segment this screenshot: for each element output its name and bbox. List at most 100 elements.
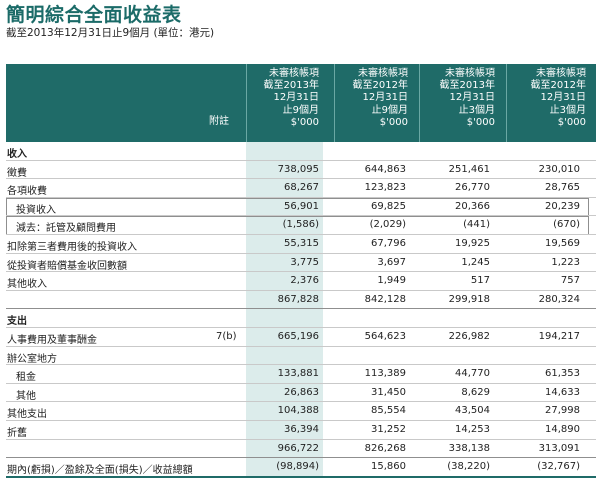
table-row: 其他收入 2,376 1,949 517 757	[6, 272, 596, 291]
page-subtitle: 截至2013年12月31日止9個月 (單位：港元)	[6, 27, 215, 39]
row-note: 7(b)	[216, 330, 237, 342]
row-label: 其他收入	[7, 279, 47, 291]
table-row: 其他 26,863 31,450 8,629 14,633	[6, 383, 596, 403]
header-note-label: 附註	[209, 116, 229, 127]
highlight-column-band	[246, 402, 323, 420]
row-label: 從投資者賠償基金收回數額	[7, 260, 127, 272]
highlight-column-band	[246, 142, 323, 160]
row-value: 26,770	[455, 182, 490, 194]
row-label: 投資收入	[16, 204, 56, 216]
row-value: 31,252	[371, 423, 406, 435]
row-value: 1,245	[461, 256, 490, 268]
section-heading-row: 支出	[6, 309, 596, 328]
row-value: 28,765	[545, 182, 580, 194]
row-value: 20,366	[455, 200, 490, 212]
table-row: 徵費 738,095 644,863 251,461 230,010	[6, 160, 596, 180]
row-value: 31,450	[371, 386, 406, 398]
table-row: 扣除第三者費用後的投資收入 55,315 67,796 19,925 19,569	[6, 234, 596, 254]
row-value: 280,324	[538, 293, 580, 305]
highlight-column-band	[246, 290, 323, 309]
row-label: 人事費用及董事酬金	[7, 334, 97, 346]
highlight-column-band	[246, 216, 323, 234]
row-value: 67,796	[371, 237, 406, 249]
row-label: 期內(虧損)／盈餘及全面(損失)／收益總額	[7, 465, 193, 477]
row-value: 194,217	[538, 330, 580, 342]
row-value: 14,633	[545, 386, 580, 398]
row-label: 減去：託管及顧問費用	[16, 223, 116, 235]
row-value: 338,138	[448, 442, 490, 454]
table-row: 折舊 36,394 31,252 14,253 14,890	[6, 420, 596, 440]
table-body: 收入 徵費 738,095 644,863 251,461 230,010 各項收費 68,2…	[6, 142, 596, 478]
row-label: 支出	[7, 316, 27, 328]
header-divider	[334, 64, 335, 142]
row-value: 27,998	[545, 405, 580, 417]
row-value: (38,220)	[447, 461, 490, 473]
highlight-column-band	[246, 439, 323, 458]
row-value: 36,394	[284, 423, 319, 435]
row-value: 966,722	[277, 442, 319, 454]
row-label: 收入	[7, 149, 27, 160]
row-value: 113,389	[364, 368, 406, 380]
highlight-column-band	[246, 179, 323, 197]
highlight-column-band	[246, 383, 323, 402]
table-row: 各項收費 68,267 123,823 26,770 28,765	[6, 179, 596, 198]
row-value: 20,239	[545, 200, 580, 212]
table-row: 減去：託管及顧問費用 (1,586) (2,029) (441) (670)	[6, 216, 596, 235]
row-value: 44,770	[455, 368, 490, 380]
row-label: 各項收費	[7, 186, 47, 198]
highlight-column-band	[246, 346, 323, 365]
header-divider	[419, 64, 420, 142]
row-value: 665,196	[277, 330, 319, 342]
row-value: 43,504	[455, 405, 490, 417]
adjustment-box	[6, 216, 589, 234]
row-value: 14,890	[545, 423, 580, 435]
row-value: 299,918	[448, 293, 490, 305]
highlight-column-band	[246, 365, 323, 383]
row-value: 226,982	[448, 330, 490, 342]
row-label: 折舊	[7, 427, 27, 439]
row-value: (98,894)	[276, 461, 319, 473]
row-label: 其他支出	[7, 409, 47, 421]
row-label: 辦公室地方	[7, 353, 57, 365]
row-value: 826,268	[364, 442, 406, 454]
highlight-column-band	[246, 420, 323, 439]
header-col-1: 未審核帳項 截至2013年 12月31日 止9個月 $'000	[263, 68, 319, 128]
row-value: 85,554	[371, 405, 406, 417]
row-value: 644,863	[364, 163, 406, 175]
highlight-column-band	[246, 272, 323, 290]
row-label: 扣除第三者費用後的投資收入	[7, 241, 137, 253]
row-value: 14,253	[455, 423, 490, 435]
row-value: 313,091	[538, 442, 580, 454]
highlight-column-band	[246, 160, 323, 179]
row-value: 104,388	[277, 405, 319, 417]
row-value: 3,697	[377, 256, 406, 268]
header-divider	[506, 64, 507, 142]
table-header: 附註 未審核帳項 截至2013年 12月31日 止9個月 $'000 未審核帳項…	[6, 64, 596, 142]
header-col-4: 未審核帳項 截至2012年 12月31日 止3個月 $'000	[530, 68, 586, 128]
highlight-column-band	[246, 197, 323, 216]
table-row: 從投資者賠償基金收回數額 3,775 3,697 1,245 1,223	[6, 253, 596, 273]
row-value: 69,825	[371, 200, 406, 212]
row-value: 26,863	[284, 386, 319, 398]
row-value: 2,376	[290, 275, 319, 287]
row-value: 123,823	[364, 182, 406, 194]
row-value: (1,586)	[282, 219, 319, 231]
highlight-column-band	[246, 253, 323, 272]
row-label: 徵費	[7, 167, 27, 179]
row-value: 1,223	[551, 256, 580, 268]
row-value: 230,010	[538, 163, 580, 175]
income-statement-table: 附註 未審核帳項 截至2013年 12月31日 止9個月 $'000 未審核帳項…	[6, 64, 596, 478]
row-value: 867,828	[277, 293, 319, 305]
row-value: 564,623	[364, 330, 406, 342]
row-value: (441)	[463, 219, 490, 231]
row-value: 517	[470, 275, 490, 287]
highlight-column-band	[246, 234, 323, 253]
table-row: 人事費用及董事酬金 7(b) 665,196 564,623 226,982 194,21…	[6, 327, 596, 347]
row-value: (670)	[553, 219, 580, 231]
row-value: 1,949	[377, 275, 406, 287]
row-value: 19,569	[545, 237, 580, 249]
header-col-3: 未審核帳項 截至2013年 12月31日 止3個月 $'000	[439, 68, 495, 128]
row-value: 61,353	[545, 368, 580, 380]
section-heading-row: 收入	[6, 142, 596, 161]
row-value: 68,267	[284, 182, 319, 194]
